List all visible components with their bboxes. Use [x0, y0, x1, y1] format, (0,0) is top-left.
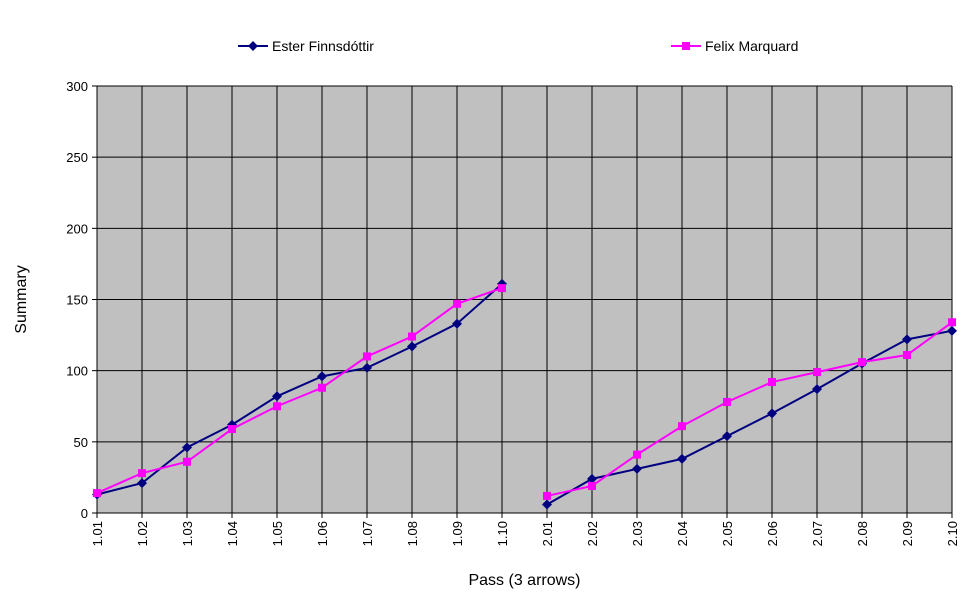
x-tick-label: 2.07 [810, 521, 825, 546]
series-1 [92, 278, 957, 510]
series-line [96, 287, 503, 494]
y-tick-label: 250 [66, 150, 88, 165]
series-layer [92, 278, 957, 510]
x-tick-label: 2.06 [765, 521, 780, 546]
y-tick-label: 50 [74, 435, 88, 450]
data-point [317, 371, 327, 382]
data-point [813, 368, 821, 377]
x-axis-title: Pass (3 arrows) [468, 572, 580, 589]
x-tick-label: 2.03 [630, 521, 645, 546]
legend-item: Ester Finnsdóttir [238, 38, 374, 54]
legend-label: Felix Marquard [705, 38, 798, 54]
y-tick-label: 300 [66, 79, 88, 94]
x-tick-label: 2.04 [675, 521, 690, 546]
data-point [407, 341, 417, 352]
data-point [183, 457, 191, 466]
data-point [273, 402, 281, 411]
x-tick-label: 1.01 [90, 521, 105, 546]
data-point [632, 463, 642, 474]
y-tick-label: 150 [66, 293, 88, 308]
x-tick-label: 1.10 [495, 521, 510, 546]
y-tick-label: 100 [66, 364, 88, 379]
data-point [272, 391, 282, 402]
y-tick-label: 200 [66, 221, 88, 236]
x-tick-label: 2.02 [585, 521, 600, 546]
data-point [678, 422, 686, 431]
x-tick-label: 1.05 [270, 521, 285, 546]
y-tick-labels: 0 50 100 150 200 250 300 [66, 79, 97, 521]
data-point [812, 384, 822, 395]
y-axis-title: Summary [13, 265, 30, 333]
x-tick-label: 2.08 [855, 521, 870, 546]
x-tick-label: 2.05 [720, 521, 735, 546]
data-point [903, 351, 911, 360]
data-point [408, 332, 416, 341]
series-2 [93, 284, 956, 500]
data-point [138, 469, 146, 478]
series-line [546, 329, 953, 506]
y-tick-label: 0 [81, 506, 88, 521]
data-point [723, 397, 731, 406]
legend-marker [248, 41, 258, 51]
data-point [587, 473, 597, 484]
x-tick-labels: 1.01 1.02 1.03 1.04 1.05 1.06 1.07 1.08 1.09 1.10… [90, 513, 960, 546]
data-point [722, 431, 732, 442]
x-tick-label: 1.04 [225, 521, 240, 546]
grid-lines [96, 85, 953, 514]
legend: Ester Finnsdóttir Felix Marquard [238, 38, 798, 54]
x-tick-label: 1.09 [450, 521, 465, 546]
x-tick-label: 2.01 [540, 521, 555, 546]
x-tick-label: 1.08 [405, 521, 420, 546]
data-point [228, 425, 236, 434]
data-point [767, 408, 777, 419]
x-tick-label: 1.02 [135, 521, 150, 546]
x-tick-label: 2.09 [900, 521, 915, 546]
legend-label: Ester Finnsdóttir [272, 38, 374, 54]
data-point [182, 442, 192, 453]
x-tick-label: 1.07 [360, 521, 375, 546]
legend-item: Felix Marquard [671, 38, 798, 54]
data-point [363, 352, 371, 361]
data-point [543, 491, 551, 500]
data-point [948, 318, 956, 327]
data-point [768, 378, 776, 387]
data-point [542, 499, 552, 510]
data-point [677, 453, 687, 464]
series-line [546, 321, 953, 497]
data-point [588, 481, 596, 490]
data-point [498, 284, 506, 293]
series-line [96, 283, 503, 496]
data-point [947, 325, 957, 336]
data-point [633, 450, 641, 459]
legend-marker [682, 42, 690, 50]
data-point [93, 489, 101, 498]
data-point [902, 334, 912, 345]
x-tick-label: 1.06 [315, 521, 330, 546]
data-point [858, 358, 866, 367]
data-point [362, 362, 372, 373]
data-point [453, 299, 461, 308]
data-point [137, 478, 147, 489]
data-point [318, 383, 326, 392]
x-tick-label: 2.10 [945, 521, 960, 546]
x-tick-label: 1.03 [180, 521, 195, 546]
data-point [452, 318, 462, 329]
